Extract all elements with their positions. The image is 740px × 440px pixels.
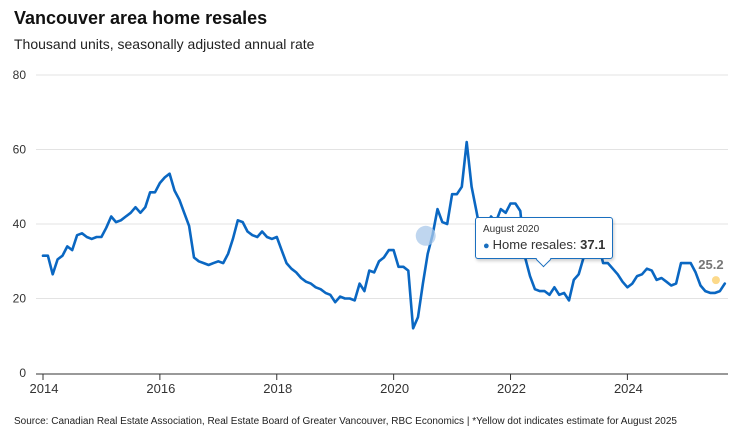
- series-home-resales: [41, 140, 727, 330]
- y-tick-label: 80: [13, 68, 27, 82]
- gridlines: [36, 74, 728, 299]
- y-tick-label: 20: [13, 292, 27, 306]
- x-tick-label: 2018: [263, 381, 292, 396]
- x-tick-label: 2024: [614, 381, 643, 396]
- y-axis: 0 20 40 60 80: [13, 68, 27, 380]
- estimate-label: 25.2: [698, 257, 723, 272]
- x-tick-label: 2022: [497, 381, 526, 396]
- x-axis: 2014 2016 2018 2020 2022 2024: [30, 373, 728, 396]
- chart-title: Vancouver area home resales: [14, 8, 268, 28]
- x-tick-label: 2020: [380, 381, 409, 396]
- series-line-home-resales: [41, 140, 727, 330]
- x-tick-label: 2014: [30, 381, 59, 396]
- tooltip-date: August 2020: [483, 224, 540, 235]
- hover-highlight-point[interactable]: [415, 225, 436, 246]
- chart-subtitle: Thousand units, seasonally adjusted annu…: [14, 36, 315, 52]
- tooltip: August 2020 ● Home resales: 37.1: [475, 217, 613, 268]
- tooltip-row: ● Home resales: 37.1: [483, 237, 612, 252]
- estimate-point: [711, 276, 720, 285]
- series-dot-icon: ●: [483, 240, 490, 252]
- tooltip-series-label: Home resales:: [492, 237, 577, 252]
- y-tick-label: 40: [13, 217, 27, 231]
- markers: 25.2: [415, 225, 724, 285]
- y-tick-label: 60: [13, 143, 27, 157]
- x-tick-label: 2016: [146, 381, 175, 396]
- y-tick-label: 0: [19, 366, 26, 380]
- source-note: Source: Canadian Real Estate Association…: [14, 416, 677, 427]
- tooltip-value: 37.1: [580, 237, 606, 252]
